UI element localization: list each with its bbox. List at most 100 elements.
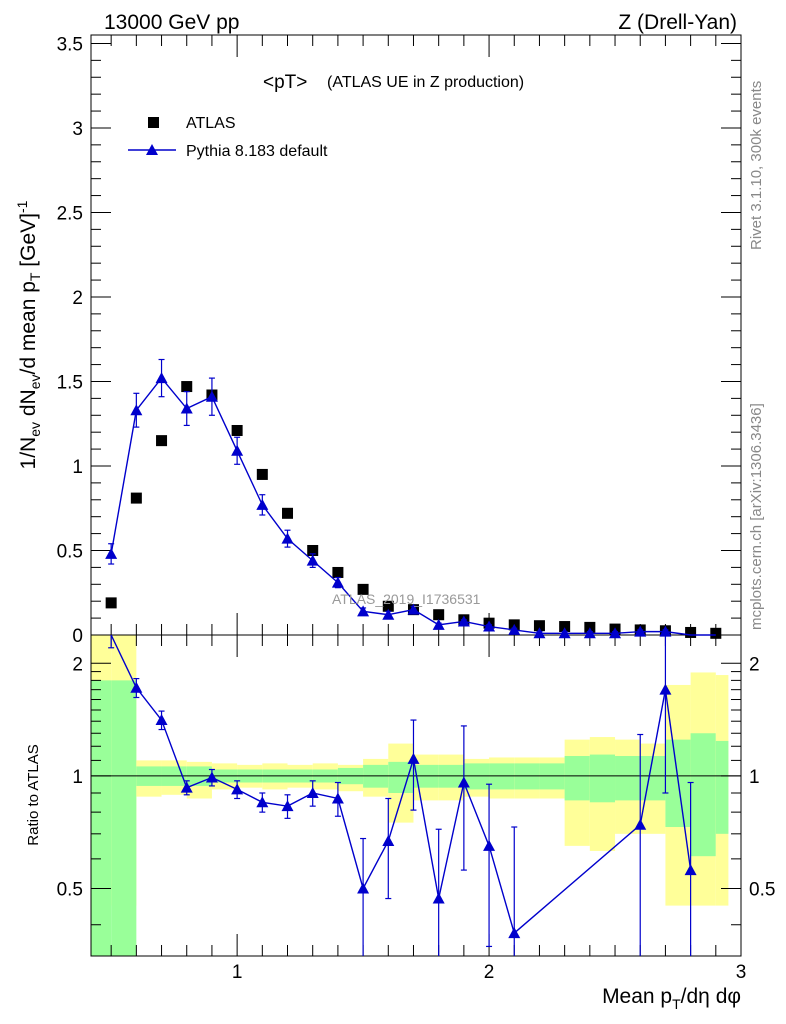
pythia-point	[331, 576, 344, 588]
atlas-point	[130, 492, 142, 504]
ratio-frame	[90, 634, 742, 957]
atlas-point	[256, 468, 268, 480]
main-ytick-label: 2	[72, 288, 83, 309]
pythia-point	[231, 444, 244, 456]
axes: 0 0.5 1 1.5 2 2.5 3 3.5 1 2 3 0.5 0.5 1 1 2 2	[57, 34, 776, 983]
ratio-ytick-label: 0.5	[57, 879, 83, 900]
ratio-ylabel: Ratio to ATLAS	[25, 744, 42, 845]
marks	[105, 358, 722, 956]
ratio-band-stat	[715, 740, 729, 834]
pythia-point	[407, 603, 420, 615]
plot-title-main: <pT>	[263, 72, 307, 93]
ratio-point	[659, 683, 672, 695]
atlas-point	[685, 626, 697, 638]
legend-atlas-marker	[148, 117, 159, 128]
ratio-xtick-label: 2	[484, 962, 495, 983]
ratio-band-stat	[589, 754, 616, 803]
pythia-point	[457, 615, 470, 627]
pythia-point	[533, 627, 546, 639]
ratio-point	[382, 834, 395, 846]
legend-pythia-marker	[146, 144, 158, 155]
pythia-point	[508, 623, 521, 635]
ratio-ytick-label-right: 1	[749, 767, 760, 788]
ratio-band-stat	[514, 763, 540, 790]
pythia-point	[609, 627, 622, 639]
atlas-point	[433, 609, 445, 621]
ratio-point	[508, 927, 521, 939]
header-process: Z (Drell-Yan)	[618, 11, 737, 34]
ratio-band-stat	[111, 680, 137, 956]
pythia-point	[483, 620, 496, 632]
ratio-point	[457, 776, 470, 788]
analysis-watermark: ATLAS_2019_I1736531	[332, 591, 481, 607]
atlas-point	[307, 544, 319, 556]
pythia-point	[105, 547, 118, 559]
legend-pythia-label: Pythia 8.183 default	[186, 143, 328, 160]
atlas-point	[559, 621, 571, 633]
ratio-band-stat	[388, 761, 414, 793]
ratio-point	[357, 882, 370, 894]
ratio-band-stat	[539, 763, 565, 790]
pythia-point	[357, 605, 370, 617]
ratio-point	[483, 839, 496, 851]
pythia-point	[130, 404, 143, 416]
ratio-point	[331, 792, 344, 804]
pythia-point	[583, 627, 596, 639]
main-ytick-label: 0	[72, 626, 83, 647]
pythia-point	[382, 608, 395, 620]
ratio-bands	[91, 635, 741, 956]
pythia-point	[558, 627, 571, 639]
pythia-point	[432, 618, 445, 630]
legend-atlas-label: ATLAS	[186, 115, 236, 132]
rivet-label: Rivet 3.1.10, 300k events	[748, 81, 765, 250]
main-ytick-label: 1	[72, 457, 83, 478]
atlas-point	[105, 597, 117, 609]
pythia-point	[180, 402, 193, 414]
ratio-xtick-label: 3	[736, 962, 747, 983]
ratio-xlabel: Mean pT/dη dφ	[602, 985, 741, 1012]
atlas-point	[156, 435, 168, 447]
atlas-point	[282, 507, 294, 519]
mcplots-label: mcplots.cern.ch [arXiv:1306.3436]	[748, 403, 765, 630]
main-ytick-label: 3	[72, 119, 83, 140]
main-ytick-label: 2.5	[57, 203, 83, 224]
pythia-point	[281, 532, 294, 544]
ratio-point	[281, 800, 294, 812]
atlas-point	[357, 583, 369, 595]
ratio-point	[432, 892, 445, 904]
ratio-band-stat	[690, 733, 716, 857]
ratio-line	[110, 634, 692, 935]
atlas-point	[181, 381, 193, 393]
ratio-band-stat	[615, 756, 641, 801]
main-ylabel: 1/Nev dNev/d mean pT [GeV]-1	[14, 200, 43, 469]
ratio-point	[306, 786, 319, 798]
atlas-point	[231, 424, 243, 436]
ratio-point	[684, 864, 697, 876]
ratio-xtick-label: 1	[232, 962, 243, 983]
atlas-point	[710, 627, 722, 639]
main-ytick-label: 1.5	[57, 372, 83, 393]
ratio-ytick-label-right: 2	[749, 654, 760, 675]
ratio-point	[407, 752, 420, 764]
pythia-point	[256, 498, 269, 510]
ratio-point	[634, 818, 647, 830]
atlas-point	[533, 620, 545, 632]
ratio-ytick-label-right: 0.5	[749, 879, 775, 900]
ratio-point	[231, 783, 244, 795]
plot-title-sub: (ATLAS UE in Z production)	[327, 74, 524, 91]
ratio-point	[256, 796, 269, 808]
ratio-point	[155, 714, 168, 726]
ratio-band-stat	[91, 680, 112, 956]
ratio-point	[205, 771, 218, 783]
main-ytick-label: 0.5	[57, 541, 83, 562]
pythia-point	[634, 625, 647, 637]
ratio-ytick-label: 2	[72, 654, 83, 675]
pythia-point	[205, 390, 218, 402]
ratio-ytick-label: 1	[72, 767, 83, 788]
pythia-point	[155, 372, 168, 384]
ratio-panel	[90, 634, 742, 957]
ratio-point	[130, 681, 143, 693]
pythia-point	[306, 554, 319, 566]
pythia-point	[659, 625, 672, 637]
